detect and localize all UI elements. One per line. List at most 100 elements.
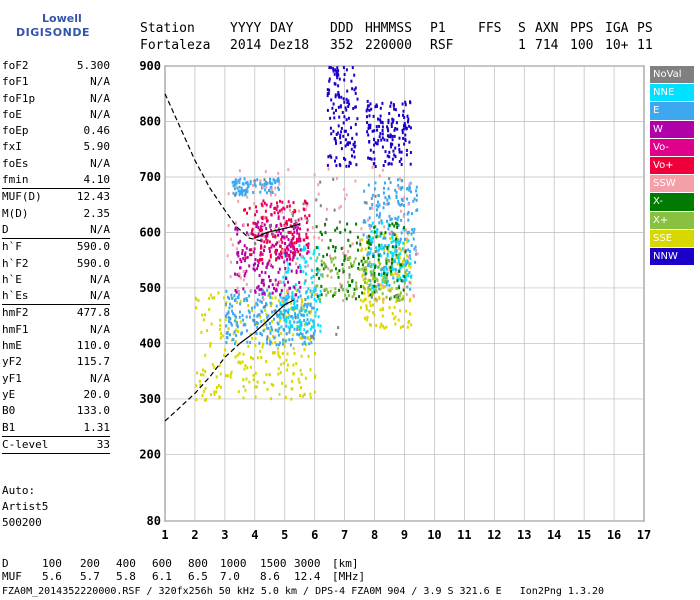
data-point [396, 226, 399, 229]
data-point [289, 245, 292, 249]
data-point [388, 268, 391, 272]
data-point [260, 287, 263, 291]
data-point [224, 348, 227, 352]
data-point [373, 276, 376, 280]
data-point [300, 254, 303, 258]
data-point [316, 308, 319, 311]
data-point [404, 139, 407, 143]
data-point [284, 251, 287, 255]
data-point [387, 249, 390, 253]
data-point [335, 141, 337, 145]
data-point [305, 243, 308, 247]
data-point [394, 272, 397, 276]
data-point [261, 288, 264, 292]
data-point [237, 330, 239, 333]
data-point [297, 377, 300, 381]
data-point [269, 262, 272, 266]
data-point [382, 191, 385, 195]
data-point [253, 268, 256, 272]
data-point [303, 238, 306, 242]
data-point [407, 239, 410, 243]
data-point [410, 190, 412, 194]
data-point [268, 240, 271, 244]
data-point [334, 95, 337, 99]
data-point [225, 324, 228, 328]
data-point [379, 132, 382, 136]
data-point [402, 279, 405, 283]
data-point [334, 82, 337, 86]
data-point [247, 184, 250, 188]
data-point [348, 284, 351, 288]
x-tick-label: 2 [191, 528, 198, 542]
data-point [361, 263, 364, 267]
data-point [278, 230, 281, 233]
data-point [280, 325, 283, 329]
data-point [383, 186, 385, 190]
data-point [364, 247, 367, 251]
data-point [368, 114, 371, 118]
data-point [236, 321, 239, 325]
data-point [334, 93, 337, 97]
data-point [366, 253, 369, 257]
data-point [335, 332, 338, 336]
data-point [369, 293, 372, 297]
data-point [403, 281, 406, 285]
data-point [237, 254, 240, 258]
data-point [209, 293, 212, 297]
data-point [404, 123, 407, 127]
data-point [211, 363, 214, 367]
data-point [254, 395, 257, 399]
data-point [362, 257, 365, 260]
param-row: h`Es N/A [2, 288, 110, 304]
data-point [409, 287, 412, 291]
auto-artist: Artist5 [2, 500, 49, 513]
x-tick-label: 4 [251, 528, 258, 542]
data-point [280, 291, 283, 295]
data-point [300, 386, 302, 390]
param-row: hmE 110.0 [2, 338, 110, 354]
data-point [306, 219, 309, 223]
data-point [254, 385, 257, 389]
param-value: 5.300 [76, 59, 110, 72]
data-point [344, 144, 347, 148]
data-point [387, 162, 390, 166]
data-point [292, 227, 295, 231]
table-cell: [MHz] [332, 570, 366, 583]
data-point [299, 324, 302, 328]
data-point [260, 202, 263, 206]
header-row1-cell: FFS [478, 21, 502, 36]
data-point [381, 132, 384, 136]
data-point [281, 381, 284, 385]
data-point [281, 235, 283, 239]
data-point [293, 351, 296, 355]
data-point [393, 233, 396, 237]
data-point [390, 251, 393, 255]
data-point [281, 249, 284, 253]
data-point [304, 298, 307, 301]
data-point [243, 244, 246, 248]
data-point [335, 164, 338, 168]
data-point [388, 306, 391, 310]
data-point [395, 121, 398, 125]
data-point [266, 239, 269, 243]
data-point [391, 245, 394, 249]
data-point [393, 305, 396, 309]
data-point [326, 253, 328, 257]
data-point [290, 301, 293, 305]
data-point [292, 253, 295, 257]
data-point [345, 297, 348, 301]
param-value: N/A [90, 91, 110, 105]
data-point [285, 254, 288, 258]
data-point [286, 368, 289, 372]
data-point [403, 275, 406, 279]
data-point [415, 198, 418, 202]
data-point [328, 79, 331, 83]
data-point [309, 392, 312, 396]
data-point [307, 354, 310, 358]
data-point [407, 321, 410, 325]
data-point [294, 293, 297, 297]
param-name: yF2 [2, 355, 22, 369]
data-point [268, 337, 271, 341]
data-point [391, 254, 394, 258]
